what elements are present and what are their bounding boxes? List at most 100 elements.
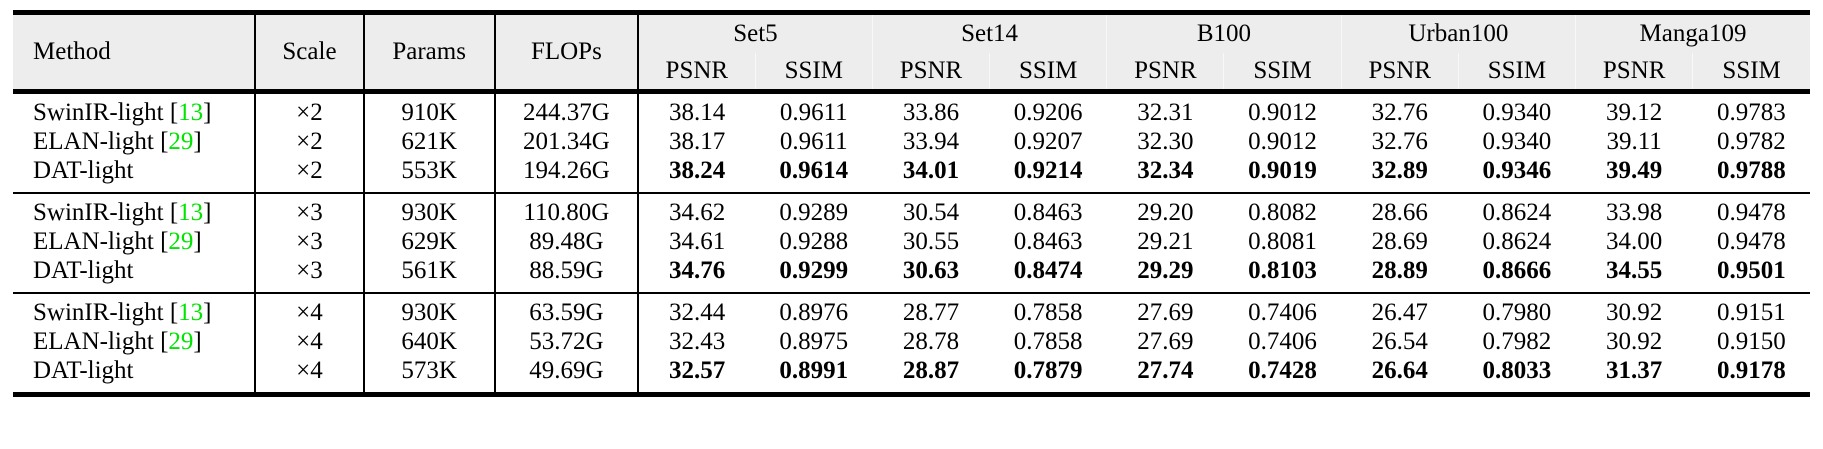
metric-psnr-manga109: 30.92 [1606, 327, 1663, 355]
scale-cell: ×3 [254, 192, 364, 226]
metric-ssim-urban100: 0.8666 [1482, 257, 1552, 284]
metric-psnr-manga109: 34.55 [1606, 257, 1663, 284]
metric-psnr-set5: 38.17 [636, 126, 756, 157]
scale-cell: ×4 [254, 292, 364, 326]
metric-ssim-urban100: 0.8624 [1482, 198, 1552, 226]
metric-ssim-set5: 0.9614 [779, 157, 849, 184]
metric-ssim-b100: 0.8081 [1248, 227, 1317, 255]
paper-results-page: Method Scale Params FLOPs Set5 Set14 B100 U… [0, 10, 1823, 397]
method-cell: SwinIR-light [13] [33, 298, 212, 326]
scale-cell: ×2 [254, 91, 364, 126]
metric-psnr-b100: 29.21 [1137, 227, 1194, 255]
header-params: Params [362, 15, 495, 91]
metric-psnr-urban100: 28.89 [1371, 257, 1428, 284]
metric-ssim-set14: 0.9214 [1013, 157, 1083, 184]
header-ssim-b100: SSIM [1223, 53, 1342, 91]
metric-ssim-urban100: 0.8624 [1482, 227, 1552, 255]
header-ssim-set14: SSIM [989, 53, 1107, 91]
scale-cell: ×4 [254, 357, 364, 392]
header-psnr-urban100: PSNR [1340, 53, 1459, 91]
metric-ssim-b100: 0.9019 [1248, 157, 1317, 184]
flops-cell: 49.69G [493, 357, 638, 392]
metric-psnr-urban100: 32.76 [1371, 127, 1428, 155]
metric-psnr-set5: 38.14 [636, 91, 756, 126]
flops-cell: 53.72G [493, 326, 638, 357]
metric-ssim-manga109: 0.9783 [1716, 98, 1786, 126]
citation-ref[interactable]: 29 [168, 227, 194, 255]
scale-cell: ×3 [254, 226, 364, 257]
table-row-dat-light-x4: DAT-light ×4 573K 49.69G 32.57 0.8991 28.87 0.7… [13, 357, 1810, 392]
metric-psnr-b100: 29.29 [1137, 257, 1194, 284]
citation-ref[interactable]: 13 [178, 98, 204, 126]
metric-ssim-set14: 0.7858 [1013, 327, 1083, 355]
citation-ref[interactable]: 29 [168, 327, 194, 355]
metric-ssim-urban100: 0.8033 [1482, 357, 1552, 384]
method-cell: DAT-light [13, 157, 255, 193]
flops-cell: 88.59G [493, 257, 638, 293]
metric-ssim-urban100: 0.9340 [1482, 127, 1552, 155]
method-cell: ELAN-light [29] [33, 227, 202, 255]
metric-ssim-set14: 0.8463 [1013, 227, 1083, 255]
method-name: DAT-light [33, 357, 134, 384]
method-name: ELAN-light [33, 127, 154, 155]
metric-ssim-b100: 0.9012 [1248, 98, 1317, 126]
params-cell: 573K [362, 357, 495, 392]
citation-ref[interactable]: 29 [168, 127, 194, 155]
table-row-swinir-light-x4: SwinIR-light [13] ×4 930K 63.59G 32.44 0.8976… [13, 292, 1810, 326]
method-cell: DAT-light [13, 357, 255, 392]
params-cell: 621K [362, 126, 495, 157]
header-ssim-set5: SSIM [754, 53, 873, 91]
table-row-swinir-light-x2: SwinIR-light [13] ×2 910K 244.37G 38.14 0.961… [13, 91, 1810, 126]
metric-psnr-set14: 33.86 [902, 98, 960, 126]
metric-psnr-set5: 32.43 [636, 326, 756, 357]
metric-ssim-manga109: 0.9501 [1716, 257, 1786, 284]
citation-ref[interactable]: 13 [178, 198, 204, 226]
scale-cell: ×2 [254, 126, 364, 157]
metric-ssim-set14: 0.8463 [1013, 198, 1083, 226]
metric-ssim-set14: 0.7879 [1013, 357, 1083, 384]
table-row-elan-light-x4: ELAN-light [29] ×4 640K 53.72G 32.43 0.8975 28… [13, 326, 1810, 357]
params-cell: 640K [362, 326, 495, 357]
header-flops: FLOPs [493, 15, 638, 91]
header-dataset-manga109: Manga109 [1575, 15, 1810, 53]
metric-psnr-b100: 32.30 [1137, 127, 1194, 155]
metric-psnr-set14: 28.77 [902, 298, 960, 326]
header-dataset-b100: B100 [1106, 15, 1342, 53]
flops-cell: 89.48G [493, 226, 638, 257]
metric-ssim-set5: 0.8991 [779, 357, 849, 384]
metric-psnr-b100: 27.74 [1137, 357, 1194, 384]
method-name: DAT-light [33, 257, 134, 284]
scale-cell: ×3 [254, 257, 364, 293]
metric-ssim-set5: 0.9289 [779, 198, 849, 226]
table-header: Method Scale Params FLOPs Set5 Set14 B100 U… [13, 15, 1810, 91]
flops-cell: 244.37G [493, 91, 638, 126]
metric-ssim-manga109: 0.9150 [1716, 327, 1786, 355]
metric-ssim-b100: 0.8103 [1248, 257, 1317, 284]
metric-ssim-set14: 0.9207 [1013, 127, 1083, 155]
header-method: Method [33, 38, 111, 65]
metric-ssim-set5: 0.8975 [779, 327, 849, 355]
metric-ssim-urban100: 0.9340 [1482, 98, 1552, 126]
header-dataset-set5: Set5 [636, 15, 873, 53]
metric-ssim-set14: 0.8474 [1013, 257, 1083, 284]
table-row-dat-light-x3: DAT-light ×3 561K 88.59G 34.76 0.9299 30.63 0.8… [13, 257, 1810, 293]
metric-ssim-manga109: 0.9782 [1716, 127, 1786, 155]
params-cell: 910K [362, 91, 495, 126]
flops-cell: 63.59G [493, 292, 638, 326]
metric-ssim-b100: 0.7406 [1248, 298, 1317, 326]
metric-psnr-set5: 34.76 [636, 257, 756, 293]
metric-psnr-urban100: 28.66 [1371, 198, 1428, 226]
params-cell: 561K [362, 257, 495, 293]
metric-psnr-manga109: 39.11 [1606, 127, 1662, 155]
method-cell: SwinIR-light [13] [33, 98, 212, 126]
metric-psnr-set5: 38.24 [636, 157, 756, 193]
metric-psnr-set14: 30.54 [902, 198, 960, 226]
scale-group-x3: SwinIR-light [13] ×3 930K 110.80G 34.62 0.928… [13, 192, 1810, 293]
results-table-frame: Method Scale Params FLOPs Set5 Set14 B100 U… [13, 10, 1810, 397]
method-name: SwinIR-light [33, 298, 164, 326]
metric-psnr-set14: 28.78 [902, 327, 960, 355]
metric-ssim-manga109: 0.9478 [1716, 198, 1786, 226]
metric-psnr-set5: 32.44 [636, 292, 756, 326]
citation-ref[interactable]: 13 [178, 298, 204, 326]
header-scale: Scale [254, 15, 364, 91]
